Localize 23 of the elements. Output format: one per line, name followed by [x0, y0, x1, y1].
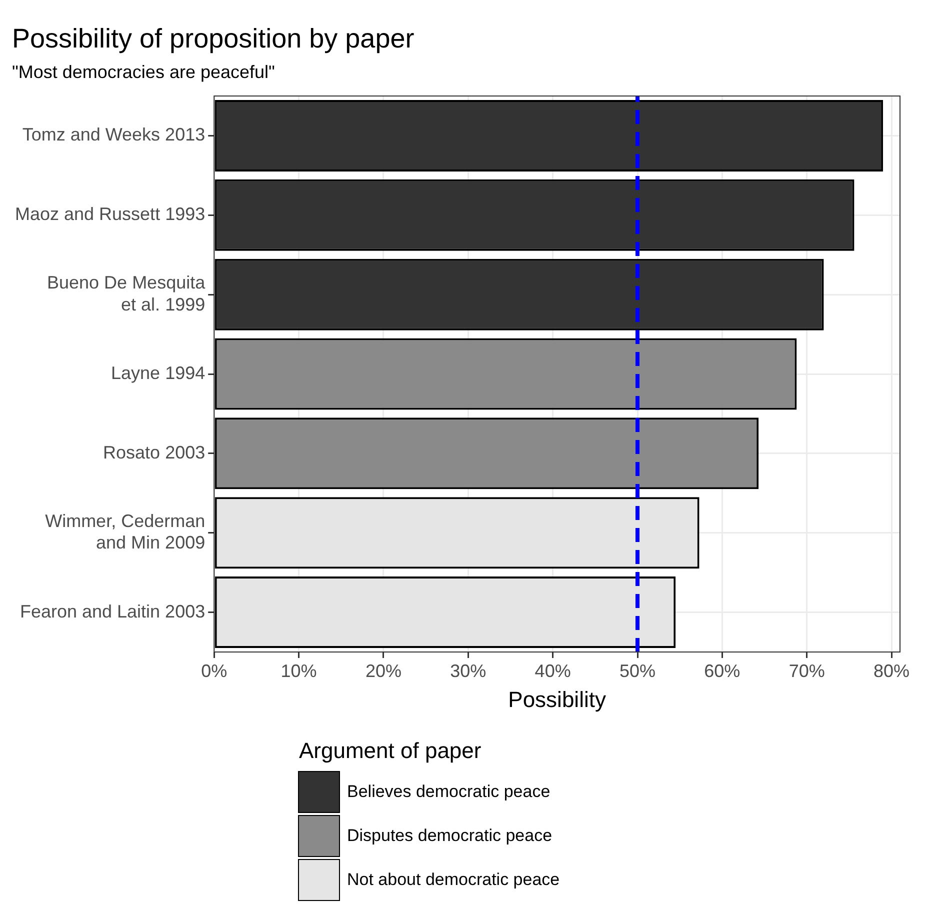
legend-label: Not about democratic peace: [347, 870, 560, 890]
legend-label: Believes democratic peace: [347, 782, 550, 802]
x-axis-title: Possibility: [508, 686, 606, 712]
chart-title: Possibility of proposition by paper: [12, 24, 414, 54]
y-tick-label: Fearon and Laitin 2003: [20, 601, 206, 622]
chart-subtitle: "Most democracies are peaceful": [12, 62, 275, 82]
x-tick-label: 50%: [619, 660, 656, 681]
y-tick-label: Bueno De Mesquita et al. 1999: [47, 272, 206, 314]
y-tick-label: Rosato 2003: [103, 442, 206, 462]
x-tick-label: 40%: [534, 660, 571, 681]
legend-title: Argument of paper: [299, 738, 482, 764]
x-tick-label: 0%: [201, 660, 228, 681]
x-tick-label: 80%: [874, 660, 910, 681]
x-tick-label: 60%: [704, 660, 740, 681]
y-tick-label: Layne 1994: [111, 362, 206, 383]
x-tick-label: 10%: [280, 660, 317, 681]
y-tick-label: Maoz and Russett 1993: [14, 204, 206, 224]
legend-label: Disputes democratic peace: [347, 826, 552, 846]
x-tick-label: 30%: [450, 660, 486, 681]
x-tick-label: 70%: [788, 660, 825, 681]
x-tick-label: 20%: [365, 660, 402, 681]
y-tick-label: Tomz and Weeks 2013: [22, 124, 206, 145]
y-tick-label: Wimmer, Cederman and Min 2009: [45, 511, 206, 553]
